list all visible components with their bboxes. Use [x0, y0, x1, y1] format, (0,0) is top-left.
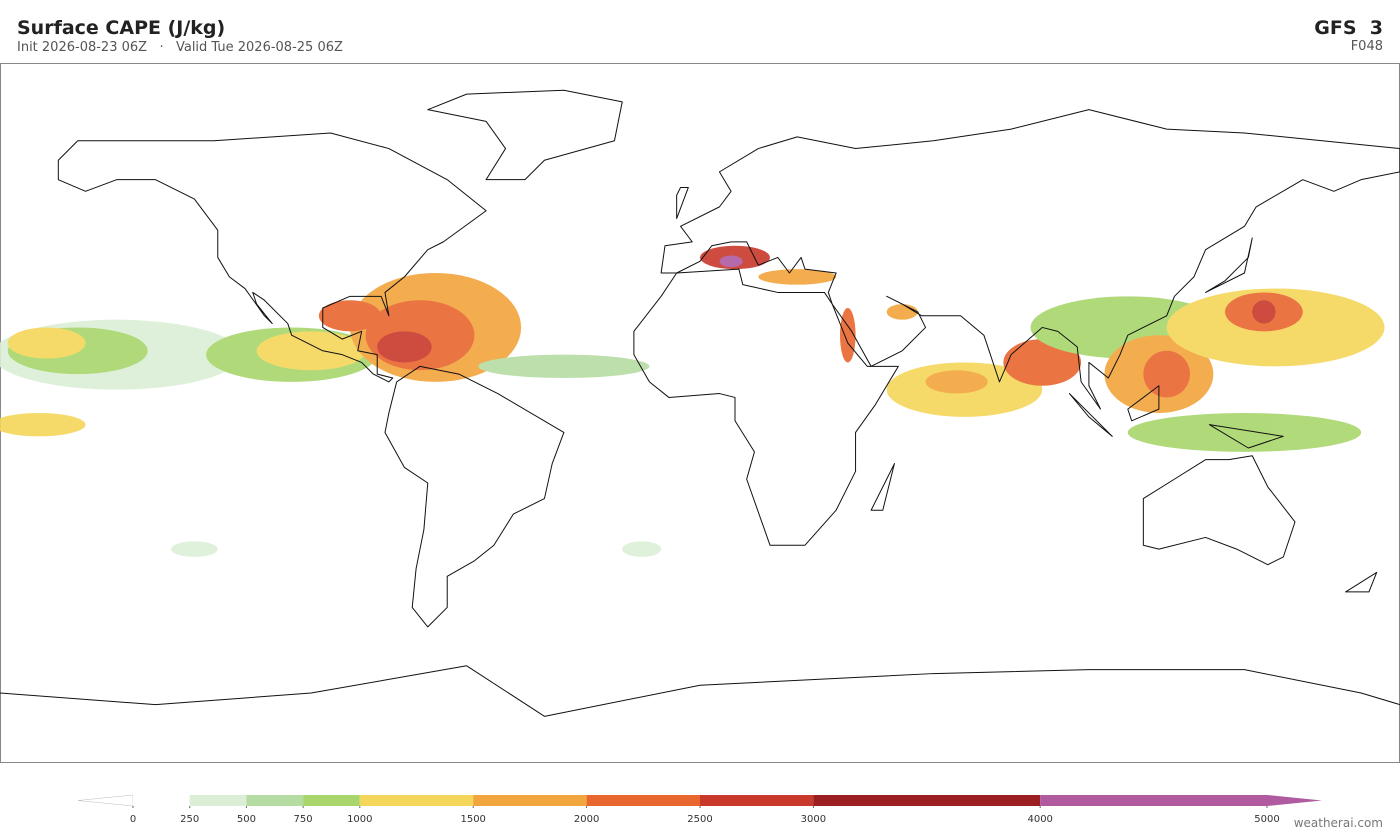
- colorbar-tick-label: 0: [130, 814, 136, 825]
- colorbar-tick-label: 1500: [460, 814, 485, 825]
- model: GFS 3: [1314, 17, 1383, 39]
- colorbar-tick-label: 250: [180, 814, 199, 825]
- colorbar-segment: [586, 795, 700, 806]
- colorbar-segment: [133, 795, 190, 806]
- colorbar-segment: [189, 795, 247, 806]
- colorbar-tick-label: 3000: [801, 814, 826, 825]
- colorbar-over: [1267, 795, 1322, 806]
- colorbar-segment: [246, 795, 304, 806]
- colorbar-tick-label: 4000: [1027, 814, 1052, 825]
- colorbar-segment: [473, 795, 587, 806]
- colorbar-tick-label: 750: [294, 814, 313, 825]
- subtitle: Init 2026-08-23 06Z · Valid Tue 2026-08-…: [17, 40, 343, 55]
- colorbar-tick-label: 2500: [687, 814, 712, 825]
- colorbar-segment: [1040, 795, 1267, 806]
- colorbar-tick-label: 500: [237, 814, 256, 825]
- map: [0, 63, 1400, 763]
- colorbar-segment: [813, 795, 1041, 806]
- colorbar-tick-label: 2000: [574, 814, 599, 825]
- title: Surface CAPE (J/kg): [17, 17, 225, 39]
- colorbar: 0 250 500 750 1000 1500 2000 2500 3000 4000 5000: [77, 794, 1322, 825]
- credit: weatherai.com: [1294, 816, 1383, 830]
- colorbar-segment: [359, 795, 474, 806]
- colorbar-under: [77, 794, 134, 807]
- map-frame: [0, 63, 1400, 763]
- colorbar-tick-label: 1000: [347, 814, 372, 825]
- colorbar-segment: [303, 795, 360, 806]
- forecast-hour: F048: [1351, 39, 1383, 54]
- colorbar-tick-label: 5000: [1254, 814, 1279, 825]
- coastlines: [0, 90, 1400, 716]
- cape-field: [0, 245, 1385, 557]
- colorbar-segment: [700, 795, 814, 806]
